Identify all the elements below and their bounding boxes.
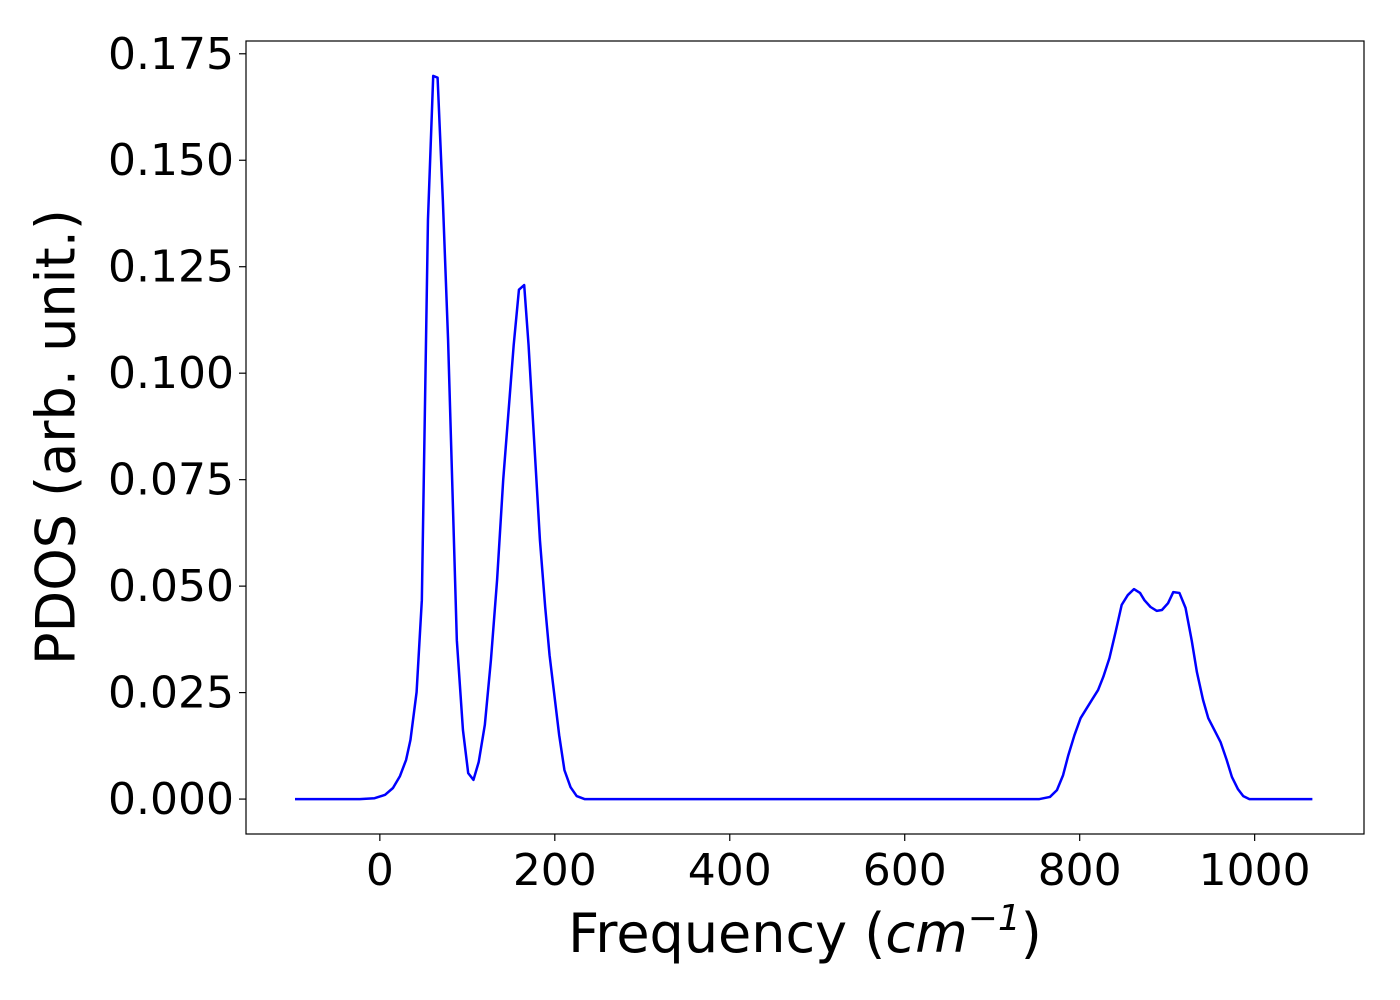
x-axis-label: Frequency (cm−1)	[568, 898, 1042, 965]
x-label-close: )	[1021, 902, 1042, 965]
y-tick-label: 0.100	[108, 348, 234, 399]
y-tick-label: 0.000	[108, 774, 234, 825]
y-tick-label: 0.125	[108, 242, 234, 293]
x-label-text: Frequency (	[568, 902, 885, 965]
y-tick-label: 0.025	[108, 668, 234, 719]
x-tick-label: 0	[366, 845, 394, 896]
y-tick-label: 0.075	[108, 455, 234, 506]
x-tick-label: 400	[688, 845, 772, 896]
y-tick-label: 0.175	[108, 29, 234, 80]
x-tick-label: 1000	[1199, 845, 1311, 896]
x-label-exponent: −1	[968, 898, 1021, 939]
x-tick-label: 800	[1038, 845, 1122, 896]
x-label-unit: cm	[885, 902, 967, 965]
plot-frame	[245, 40, 1365, 835]
y-tick-label: 0.050	[108, 561, 234, 612]
y-tick-label: 0.150	[108, 135, 234, 186]
line-series	[294, 74, 1313, 801]
y-axis-label: PDOS (arb. unit.)	[25, 209, 88, 665]
x-tick-label: 600	[863, 845, 947, 896]
x-tick-label: 200	[513, 845, 597, 896]
